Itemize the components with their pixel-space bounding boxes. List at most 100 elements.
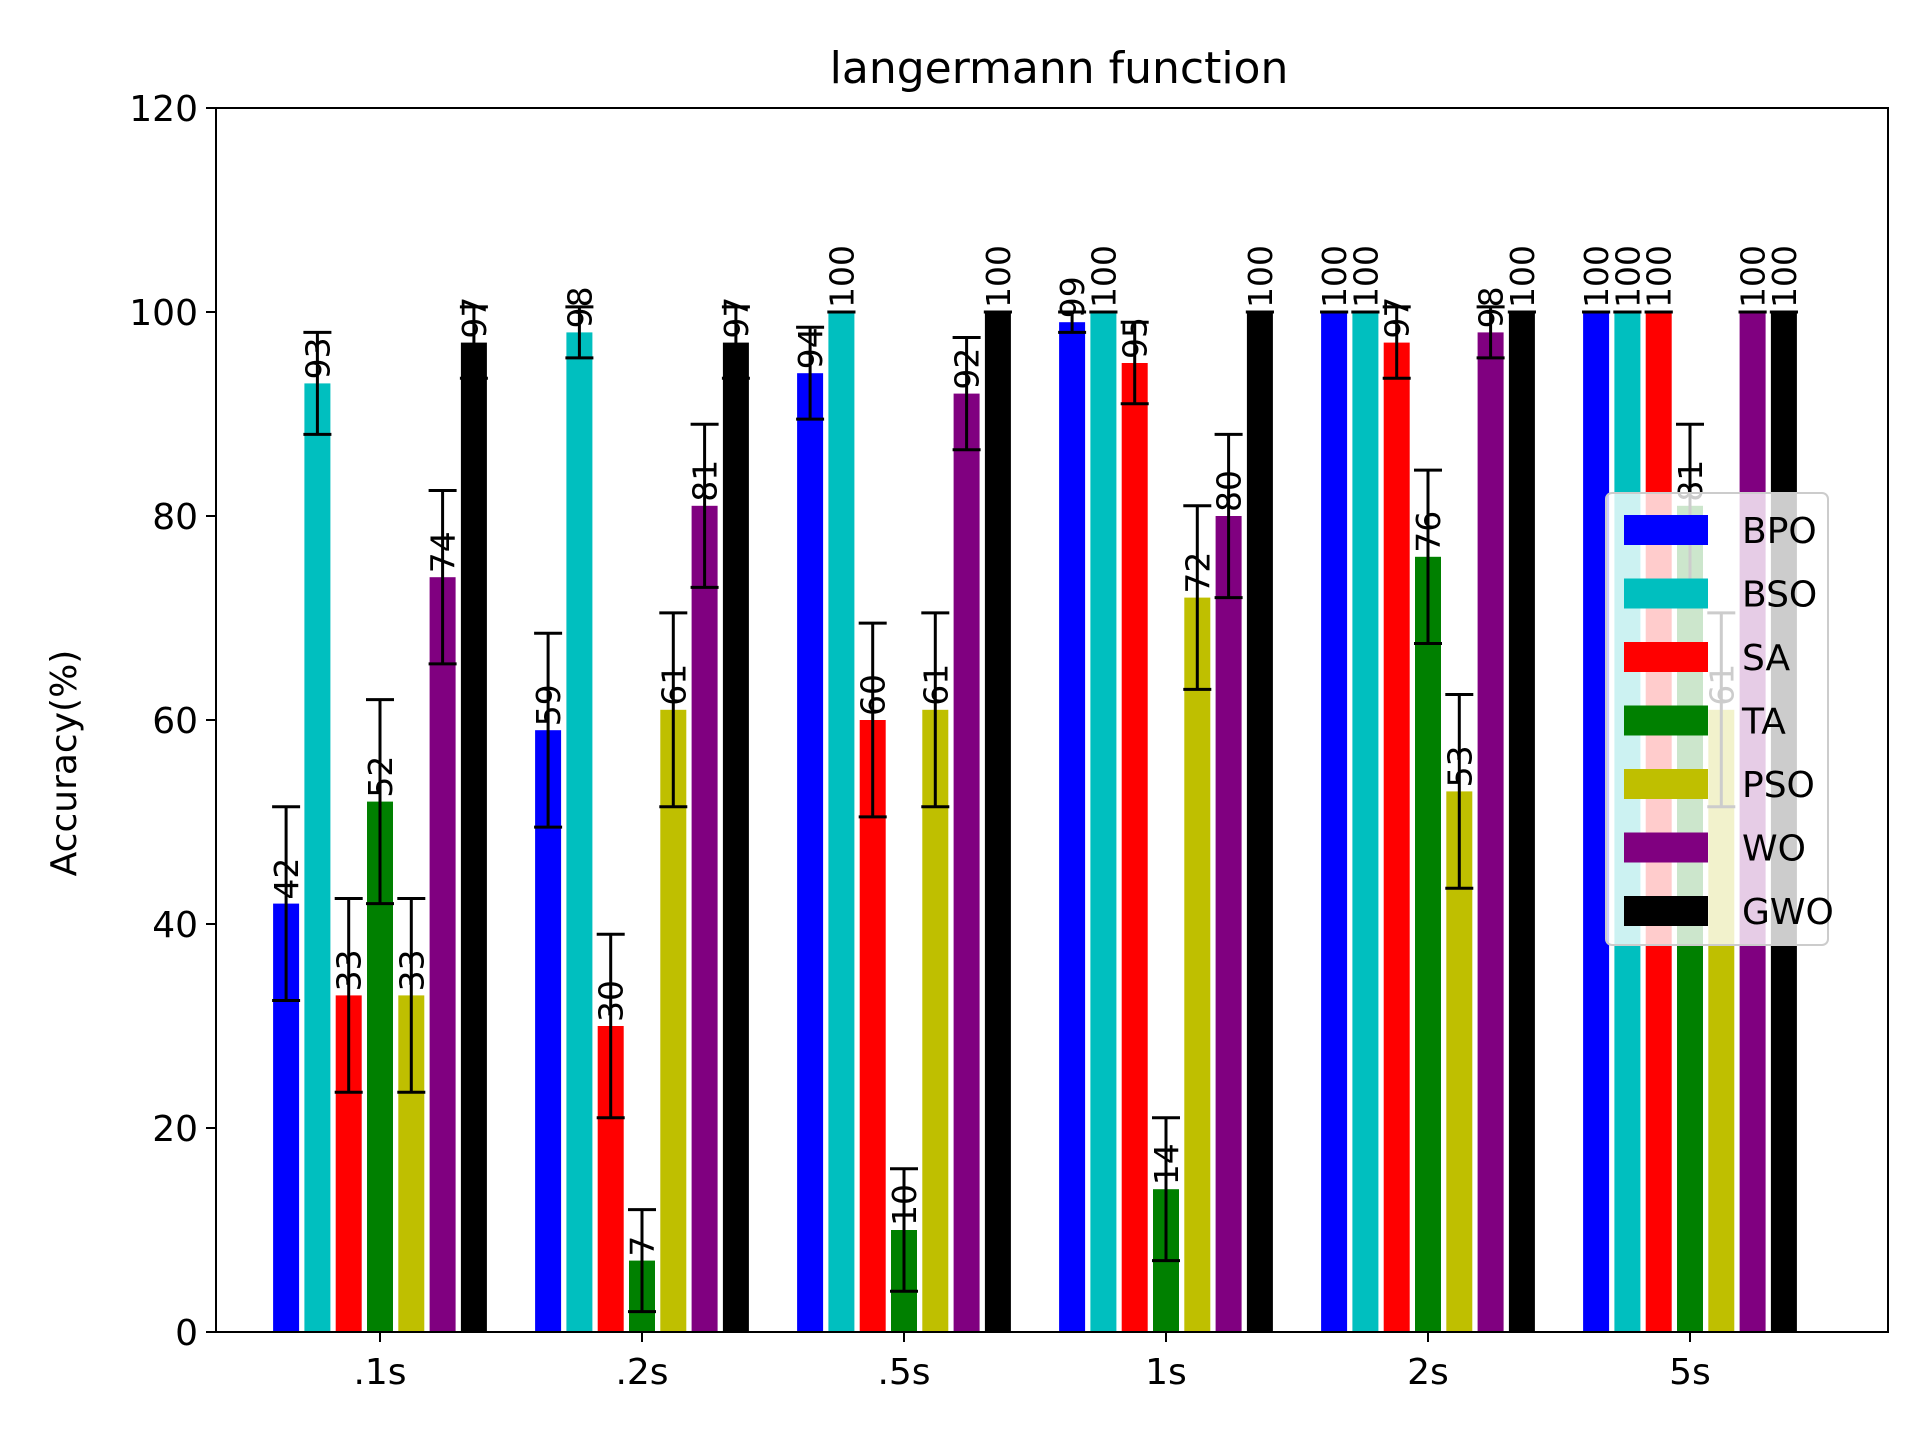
chart-title: langermann function bbox=[830, 43, 1289, 94]
legend-swatch-bpo bbox=[1624, 515, 1708, 545]
data-label-wo-2: 92 bbox=[948, 348, 987, 390]
data-label-bso-1: 98 bbox=[560, 286, 599, 328]
y-tick-label: 40 bbox=[152, 905, 198, 946]
bar-wo-2 bbox=[953, 393, 980, 1333]
data-label-bpo-1: 59 bbox=[529, 684, 568, 726]
x-tick-label: 1s bbox=[1145, 1352, 1187, 1393]
bar-bpo-3 bbox=[1059, 322, 1086, 1332]
y-tick-label: 60 bbox=[152, 701, 198, 742]
data-label-gwo-4: 100 bbox=[1503, 245, 1542, 308]
bar-sa-3 bbox=[1121, 363, 1148, 1332]
error-bar-ta-0 bbox=[366, 698, 394, 906]
legend-label-bso: BSO bbox=[1742, 575, 1817, 616]
legend-label-wo: WO bbox=[1742, 829, 1806, 870]
error-bar-ta-2 bbox=[890, 1167, 918, 1293]
error-bar-pso-3 bbox=[1183, 504, 1212, 691]
bar-sa-2 bbox=[859, 720, 886, 1332]
data-label-sa-1: 30 bbox=[592, 980, 631, 1022]
y-tick-label: 0 bbox=[175, 1313, 198, 1354]
bar-bso-1 bbox=[566, 332, 593, 1332]
data-label-bso-0: 93 bbox=[298, 337, 337, 379]
error-bar-sa-3 bbox=[1120, 320, 1149, 406]
legend-swatch-ta bbox=[1624, 705, 1708, 736]
bar-gwo-1 bbox=[722, 342, 749, 1333]
data-labels-layer: 42 93 33 52 33 74 97 59 98 30 7 61 81 97 94 100 60 10 61 92… bbox=[267, 245, 1804, 1257]
data-label-sa-4: 97 bbox=[1378, 297, 1417, 339]
axes-layer: 0 20 40 60 80 100 120 .1s .2s .5s 1s 2s 5s bbox=[129, 89, 1889, 1393]
error-bar-sa-1 bbox=[596, 932, 625, 1120]
x-tick-label: 5s bbox=[1669, 1352, 1711, 1393]
error-bar-wo-2 bbox=[952, 336, 981, 452]
error-bar-ta-1 bbox=[628, 1208, 656, 1314]
data-label-pso-0: 33 bbox=[392, 949, 431, 991]
bar-ta-4 bbox=[1415, 556, 1441, 1332]
error-bar-bso-1 bbox=[565, 305, 594, 360]
bar-bpo-5 bbox=[1583, 312, 1610, 1332]
error-bar-bpo-0 bbox=[272, 805, 301, 1002]
data-label-sa-3: 95 bbox=[1116, 317, 1155, 359]
error-bar-wo-4 bbox=[1476, 305, 1505, 360]
data-label-ta-2: 10 bbox=[885, 1184, 924, 1226]
x-tick-label: .1s bbox=[353, 1352, 406, 1393]
data-label-wo-0: 74 bbox=[424, 531, 463, 573]
bar-bpo-1 bbox=[535, 730, 562, 1332]
y-tick-label: 120 bbox=[129, 89, 198, 130]
legend-label-sa: SA bbox=[1742, 638, 1791, 679]
y-tick-label: 80 bbox=[152, 497, 198, 538]
bar-pso-3 bbox=[1184, 597, 1211, 1332]
error-bar-ta-3 bbox=[1152, 1116, 1180, 1263]
x-tick-label: .5s bbox=[877, 1352, 930, 1393]
data-label-gwo-3: 100 bbox=[1241, 245, 1280, 308]
bar-wo-3 bbox=[1215, 516, 1242, 1332]
data-label-pso-1: 61 bbox=[654, 664, 693, 706]
data-label-ta-1: 7 bbox=[623, 1236, 662, 1257]
bar-wo-4 bbox=[1477, 332, 1504, 1332]
bar-pso-2 bbox=[922, 709, 949, 1332]
bar-wo-1 bbox=[691, 505, 718, 1332]
error-bar-gwo-1 bbox=[721, 305, 750, 380]
x-tick-label: .2s bbox=[615, 1352, 668, 1393]
error-bar-bpo-1 bbox=[534, 631, 563, 829]
legend-label-gwo: GWO bbox=[1742, 892, 1834, 933]
legend-swatch-wo bbox=[1624, 832, 1708, 863]
bar-bso-2 bbox=[828, 312, 855, 1332]
error-bar-sa-2 bbox=[858, 621, 887, 819]
data-label-bso-3: 100 bbox=[1084, 245, 1123, 308]
error-bar-bpo-3 bbox=[1058, 310, 1087, 334]
data-label-gwo-2: 100 bbox=[979, 245, 1018, 308]
error-bar-wo-1 bbox=[690, 422, 719, 589]
legend-swatch-sa bbox=[1624, 642, 1708, 672]
legend-swatch-gwo bbox=[1624, 896, 1708, 926]
data-label-gwo-1: 97 bbox=[717, 297, 756, 339]
legend: BPO BSO SA TA PSO WO GWO bbox=[1605, 492, 1834, 946]
data-label-bso-2: 100 bbox=[822, 245, 861, 308]
data-label-gwo-0: 97 bbox=[455, 297, 494, 339]
data-label-bpo-3: 99 bbox=[1053, 276, 1092, 318]
data-label-bpo-5: 100 bbox=[1577, 245, 1616, 308]
data-label-ta-0: 52 bbox=[361, 756, 400, 798]
error-bars-layer bbox=[272, 305, 1798, 1314]
bar-wo-0 bbox=[429, 577, 456, 1332]
error-bar-sa-0 bbox=[334, 897, 363, 1094]
bar-bso-0 bbox=[304, 383, 331, 1332]
error-bar-wo-0 bbox=[428, 489, 457, 666]
data-label-bpo-0: 42 bbox=[267, 858, 306, 900]
legend-swatch-bso bbox=[1624, 578, 1708, 609]
y-tick-label: 100 bbox=[129, 293, 198, 334]
legend-swatch-pso bbox=[1624, 769, 1708, 799]
error-bar-pso-2 bbox=[921, 611, 950, 809]
error-bar-wo-3 bbox=[1214, 432, 1243, 600]
data-label-bpo-2: 94 bbox=[791, 327, 830, 369]
bar-gwo-0 bbox=[460, 342, 487, 1333]
bar-gwo-3 bbox=[1246, 312, 1273, 1332]
error-bar-ta-4 bbox=[1414, 468, 1442, 645]
bar-sa-4 bbox=[1383, 342, 1410, 1333]
data-label-pso-4: 53 bbox=[1440, 745, 1479, 787]
data-label-bpo-4: 100 bbox=[1315, 245, 1354, 308]
legend-label-ta: TA bbox=[1741, 702, 1786, 743]
data-label-sa-0: 33 bbox=[330, 949, 369, 991]
bar-bpo-2 bbox=[797, 373, 824, 1332]
error-bar-sa-4 bbox=[1382, 305, 1411, 380]
data-label-wo-1: 81 bbox=[686, 460, 725, 502]
